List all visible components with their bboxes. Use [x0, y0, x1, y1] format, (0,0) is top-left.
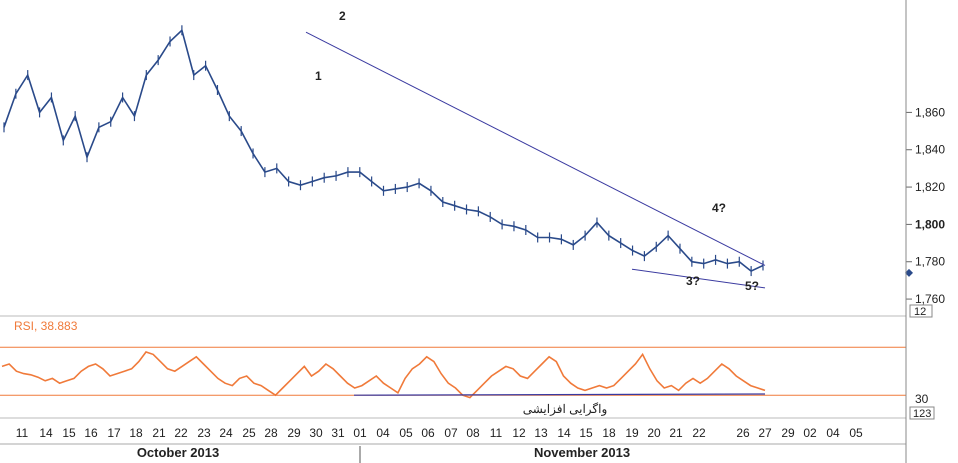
- x-tick-label: 15: [579, 426, 593, 440]
- x-tick-label: 25: [242, 426, 256, 440]
- price-y-tick-label: 1,800: [915, 217, 945, 231]
- price-panel-badge-box: [909, 304, 933, 318]
- x-tick-label: 05: [849, 426, 863, 440]
- wave-label: 3?: [686, 274, 700, 288]
- x-tick-label: 01: [353, 426, 367, 440]
- price-y-tick-label: 1,780: [915, 255, 945, 269]
- x-tick-label: 23: [197, 426, 211, 440]
- x-tick-label: 29: [287, 426, 301, 440]
- x-tick-label: 22: [174, 426, 188, 440]
- rsi-trendline: واگرایی افزایشی: [353, 393, 766, 416]
- x-tick-label: 06: [421, 426, 435, 440]
- price-trendlines: [305, 31, 766, 289]
- x-tick-label: 13: [534, 426, 548, 440]
- wave-label: 2: [339, 9, 346, 23]
- price-series: [3, 25, 764, 277]
- x-tick-label: 05: [399, 426, 413, 440]
- x-tick-label: 11: [16, 426, 29, 440]
- month-label: November 2013: [534, 445, 630, 460]
- x-tick-label: 02: [803, 426, 817, 440]
- price-y-tick-label: 1,860: [915, 105, 945, 119]
- x-tick-label: 08: [466, 426, 480, 440]
- rsi-trendline: [353, 393, 766, 396]
- price-panel-badge: 12: [914, 306, 926, 318]
- price-line: [3, 28, 764, 273]
- x-tick-label: 07: [444, 426, 458, 440]
- x-axis: 11 14 15 16 17 18 21 22 23 24 25 28 29 30 31 01 04 05 06 07…: [0, 426, 906, 463]
- x-tick-label: 26: [736, 426, 750, 440]
- x-tick-label: 31: [331, 426, 345, 440]
- wave-labels: 1 2 3? 4? 5?: [315, 9, 759, 293]
- rsi-panel-badge-box: [909, 406, 935, 420]
- x-tick-label: 14: [557, 426, 571, 440]
- price-trendline: [631, 268, 766, 289]
- x-tick-label: 04: [376, 426, 390, 440]
- rsi-levels: [0, 346, 906, 396]
- price-trendline: [305, 31, 766, 266]
- x-tick-label: 20: [647, 426, 661, 440]
- x-tick-label: 14: [39, 426, 53, 440]
- x-tick-label: 17: [107, 426, 121, 440]
- month-label: October 2013: [137, 445, 219, 460]
- wave-label: 4?: [712, 201, 726, 215]
- x-tick-label: 18: [602, 426, 616, 440]
- x-tick-label: 30: [309, 426, 323, 440]
- x-tick-label: 15: [62, 426, 76, 440]
- rsi-line: [1, 351, 766, 399]
- price-y-tick-label: 1,840: [915, 143, 945, 157]
- last-value-marker: [905, 268, 913, 277]
- x-tick-label: 12: [512, 426, 526, 440]
- x-tick-label: 28: [264, 426, 278, 440]
- wave-label: 5?: [745, 279, 759, 293]
- x-tick-label: 16: [84, 426, 98, 440]
- x-tick-label: 04: [826, 426, 840, 440]
- rsi-panel-badge: 123: [913, 408, 931, 420]
- x-tick-label: 18: [129, 426, 143, 440]
- x-tick-label: 29: [781, 426, 795, 440]
- price-y-tick-label: 1,820: [915, 180, 945, 194]
- x-tick-label: 21: [669, 426, 683, 440]
- price-y-tick-label: 1,760: [915, 292, 945, 306]
- rsi-series: [1, 351, 766, 399]
- x-tick-label: 21: [152, 426, 166, 440]
- rsi-y-tick-label: 30: [915, 392, 929, 406]
- x-tick-label: 11: [490, 426, 503, 440]
- x-tick-label: 27: [758, 426, 772, 440]
- x-tick-label: 24: [219, 426, 233, 440]
- wave-label: 1: [315, 69, 322, 83]
- rsi-title: RSI, 38.883: [14, 319, 78, 333]
- x-tick-label: 19: [625, 426, 639, 440]
- rsi-annotation: واگرایی افزایشی: [523, 402, 608, 416]
- x-tick-label: 22: [692, 426, 706, 440]
